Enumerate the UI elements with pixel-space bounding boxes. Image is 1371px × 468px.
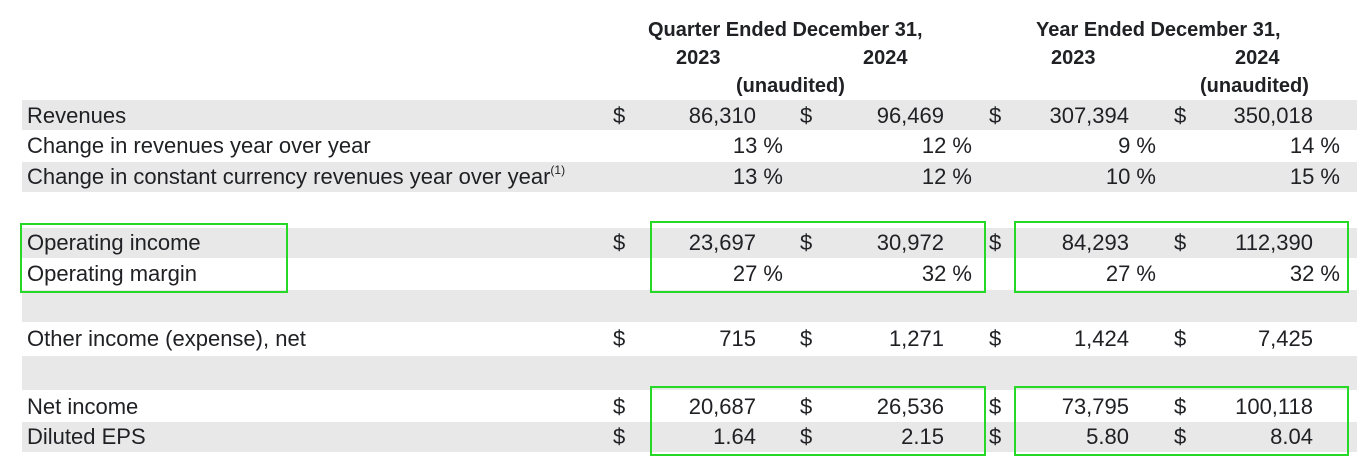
- currency-symbol: $: [800, 103, 813, 128]
- currency-symbol: $: [613, 230, 626, 255]
- value-y2024: 15 %: [1289, 164, 1340, 189]
- highlight-box-operating-labels: [20, 223, 288, 293]
- value-y2024: 112,390: [1235, 230, 1313, 255]
- value-q2024: 12 %: [921, 164, 972, 189]
- year-header-2024: 2024: [1235, 47, 1280, 69]
- currency-symbol: $: [1174, 326, 1187, 351]
- value-q2024: 1,271: [888, 326, 944, 351]
- row-band: [22, 356, 1357, 390]
- value-y2023: 307,394: [1049, 103, 1129, 128]
- currency-symbol: $: [1174, 103, 1187, 128]
- row-label: Net income: [27, 394, 139, 419]
- currency-symbol: $: [800, 424, 813, 449]
- value-q2023: 13 %: [732, 164, 783, 189]
- table-row-diluted-eps: Diluted EPS $ 1.64 $ 2.15 $ 5.80 $ 8.04: [0, 422, 1371, 452]
- year-unaudited-note: (unaudited): [1200, 75, 1309, 97]
- row-label: Operating margin: [27, 261, 197, 286]
- row-band: [22, 228, 1357, 258]
- row-label: Operating income: [27, 230, 201, 255]
- table-row-constant-currency-change: Change in constant currency revenues yea…: [0, 162, 1371, 192]
- row-label: Revenues: [27, 103, 127, 128]
- year-header-title: Year Ended December 31,: [1036, 19, 1281, 41]
- currency-symbol: $: [1174, 394, 1187, 419]
- currency-symbol: $: [989, 424, 1002, 449]
- currency-symbol: $: [613, 424, 626, 449]
- value-y2023: 73,795: [1061, 394, 1129, 419]
- quarter-unaudited-note: (unaudited): [736, 75, 845, 97]
- value-y2024: 100,118: [1235, 394, 1313, 419]
- value-q2024: 32 %: [921, 261, 972, 286]
- currency-symbol: $: [989, 230, 1002, 255]
- highlight-box-operating-year: [1014, 221, 1349, 293]
- value-q2023: 1.64: [713, 424, 756, 449]
- table-row-operating-margin: Operating margin 27 % 32 % 27 % 32 %: [0, 259, 1371, 289]
- table-row-other-income: Other income (expense), net $ 715 $ 1,27…: [0, 324, 1371, 354]
- value-y2023: 9 %: [1118, 133, 1156, 158]
- year-header-2023: 2023: [1051, 47, 1096, 69]
- quarter-header-title: Quarter Ended December 31,: [648, 19, 923, 41]
- quarter-header-2024: 2024: [863, 47, 908, 69]
- quarter-header-2023: 2023: [676, 47, 721, 69]
- value-y2024: 8.04: [1270, 424, 1313, 449]
- value-y2023: 5.80: [1086, 424, 1129, 449]
- currency-symbol: $: [613, 326, 626, 351]
- currency-symbol: $: [1174, 230, 1187, 255]
- value-q2023: 27 %: [732, 261, 783, 286]
- highlight-box-net-year: [1014, 386, 1349, 456]
- value-q2024: 96,469: [876, 103, 944, 128]
- table-row-revenue-change: Change in revenues year over year 13 % 1…: [0, 131, 1371, 161]
- currency-symbol: $: [613, 394, 626, 419]
- value-y2023: 1,424: [1073, 326, 1129, 351]
- row-label: Change in revenues year over year: [27, 133, 371, 158]
- value-y2023: 10 %: [1105, 164, 1156, 189]
- value-y2024: 14 %: [1289, 133, 1340, 158]
- value-q2023: 23,697: [688, 230, 756, 255]
- row-band: [22, 290, 1357, 322]
- currency-symbol: $: [989, 326, 1002, 351]
- currency-symbol: $: [800, 326, 813, 351]
- currency-symbol: $: [989, 394, 1002, 419]
- row-band: [22, 100, 1357, 130]
- currency-symbol: $: [800, 394, 813, 419]
- currency-symbol: $: [613, 103, 626, 128]
- table-row-revenues: Revenues $ 86,310 $ 96,469 $ 307,394 $ 3…: [0, 101, 1371, 131]
- value-q2023: 20,687: [688, 394, 756, 419]
- row-label: Diluted EPS: [27, 424, 146, 449]
- currency-symbol: $: [989, 103, 1002, 128]
- value-y2024: 32 %: [1289, 261, 1340, 286]
- footnote-marker: (1): [550, 163, 566, 177]
- currency-symbol: $: [800, 230, 813, 255]
- highlight-box-operating-quarter: [650, 221, 986, 293]
- table-row-operating-income: Operating income $ 23,697 $ 30,972 $ 84,…: [0, 228, 1371, 258]
- value-y2023: 84,293: [1061, 230, 1129, 255]
- value-q2023: 715: [719, 326, 756, 351]
- row-label: Other income (expense), net: [27, 326, 306, 351]
- value-y2024: 350,018: [1233, 103, 1313, 128]
- currency-symbol: $: [1174, 424, 1187, 449]
- value-q2024: 2.15: [901, 424, 944, 449]
- value-q2023: 86,310: [688, 103, 756, 128]
- value-q2024: 26,536: [876, 394, 944, 419]
- highlight-box-net-quarter: [650, 386, 986, 456]
- table-row-net-income: Net income $ 20,687 $ 26,536 $ 73,795 $ …: [0, 392, 1371, 422]
- row-band: [22, 422, 1357, 452]
- value-y2023: 27 %: [1105, 261, 1156, 286]
- value-q2023: 13 %: [732, 133, 783, 158]
- value-q2024: 30,972: [876, 230, 944, 255]
- row-band: [22, 162, 1357, 192]
- value-y2024: 7,425: [1257, 326, 1313, 351]
- value-q2024: 12 %: [921, 133, 972, 158]
- row-label: Change in constant currency revenues yea…: [27, 163, 566, 189]
